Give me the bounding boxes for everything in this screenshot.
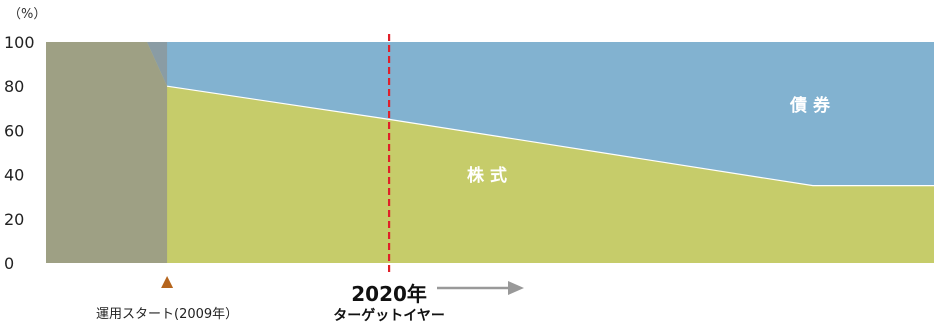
y-tick-label: 100 xyxy=(4,33,35,52)
equity-area xyxy=(46,42,934,263)
y-unit-label: （%） xyxy=(8,7,46,22)
y-tick-label: 40 xyxy=(4,166,24,185)
right-arrow-icon xyxy=(437,281,524,295)
past-bond-area xyxy=(46,42,168,87)
y-tick-label: 0 xyxy=(4,254,14,273)
past-equity-area xyxy=(46,42,168,263)
plot-area xyxy=(46,42,934,263)
start-label: 運用スタート(2009年） xyxy=(96,307,238,322)
target-year-label: 2020年 xyxy=(351,282,427,306)
y-axis-ticks: 0 20 40 60 80 100 xyxy=(4,33,35,273)
y-tick-label: 60 xyxy=(4,121,24,140)
arrow-head xyxy=(508,281,524,295)
allocation-boundary-line xyxy=(167,85,934,187)
bond-series-label: 債券 xyxy=(789,95,836,116)
equity-series-label: 株式 xyxy=(467,165,513,186)
y-tick-label: 20 xyxy=(4,210,24,229)
y-tick-label: 80 xyxy=(4,77,24,96)
start-marker-icon xyxy=(161,276,174,288)
target-sub-label: ターゲットイヤー xyxy=(333,307,445,324)
bond-area xyxy=(46,42,934,186)
